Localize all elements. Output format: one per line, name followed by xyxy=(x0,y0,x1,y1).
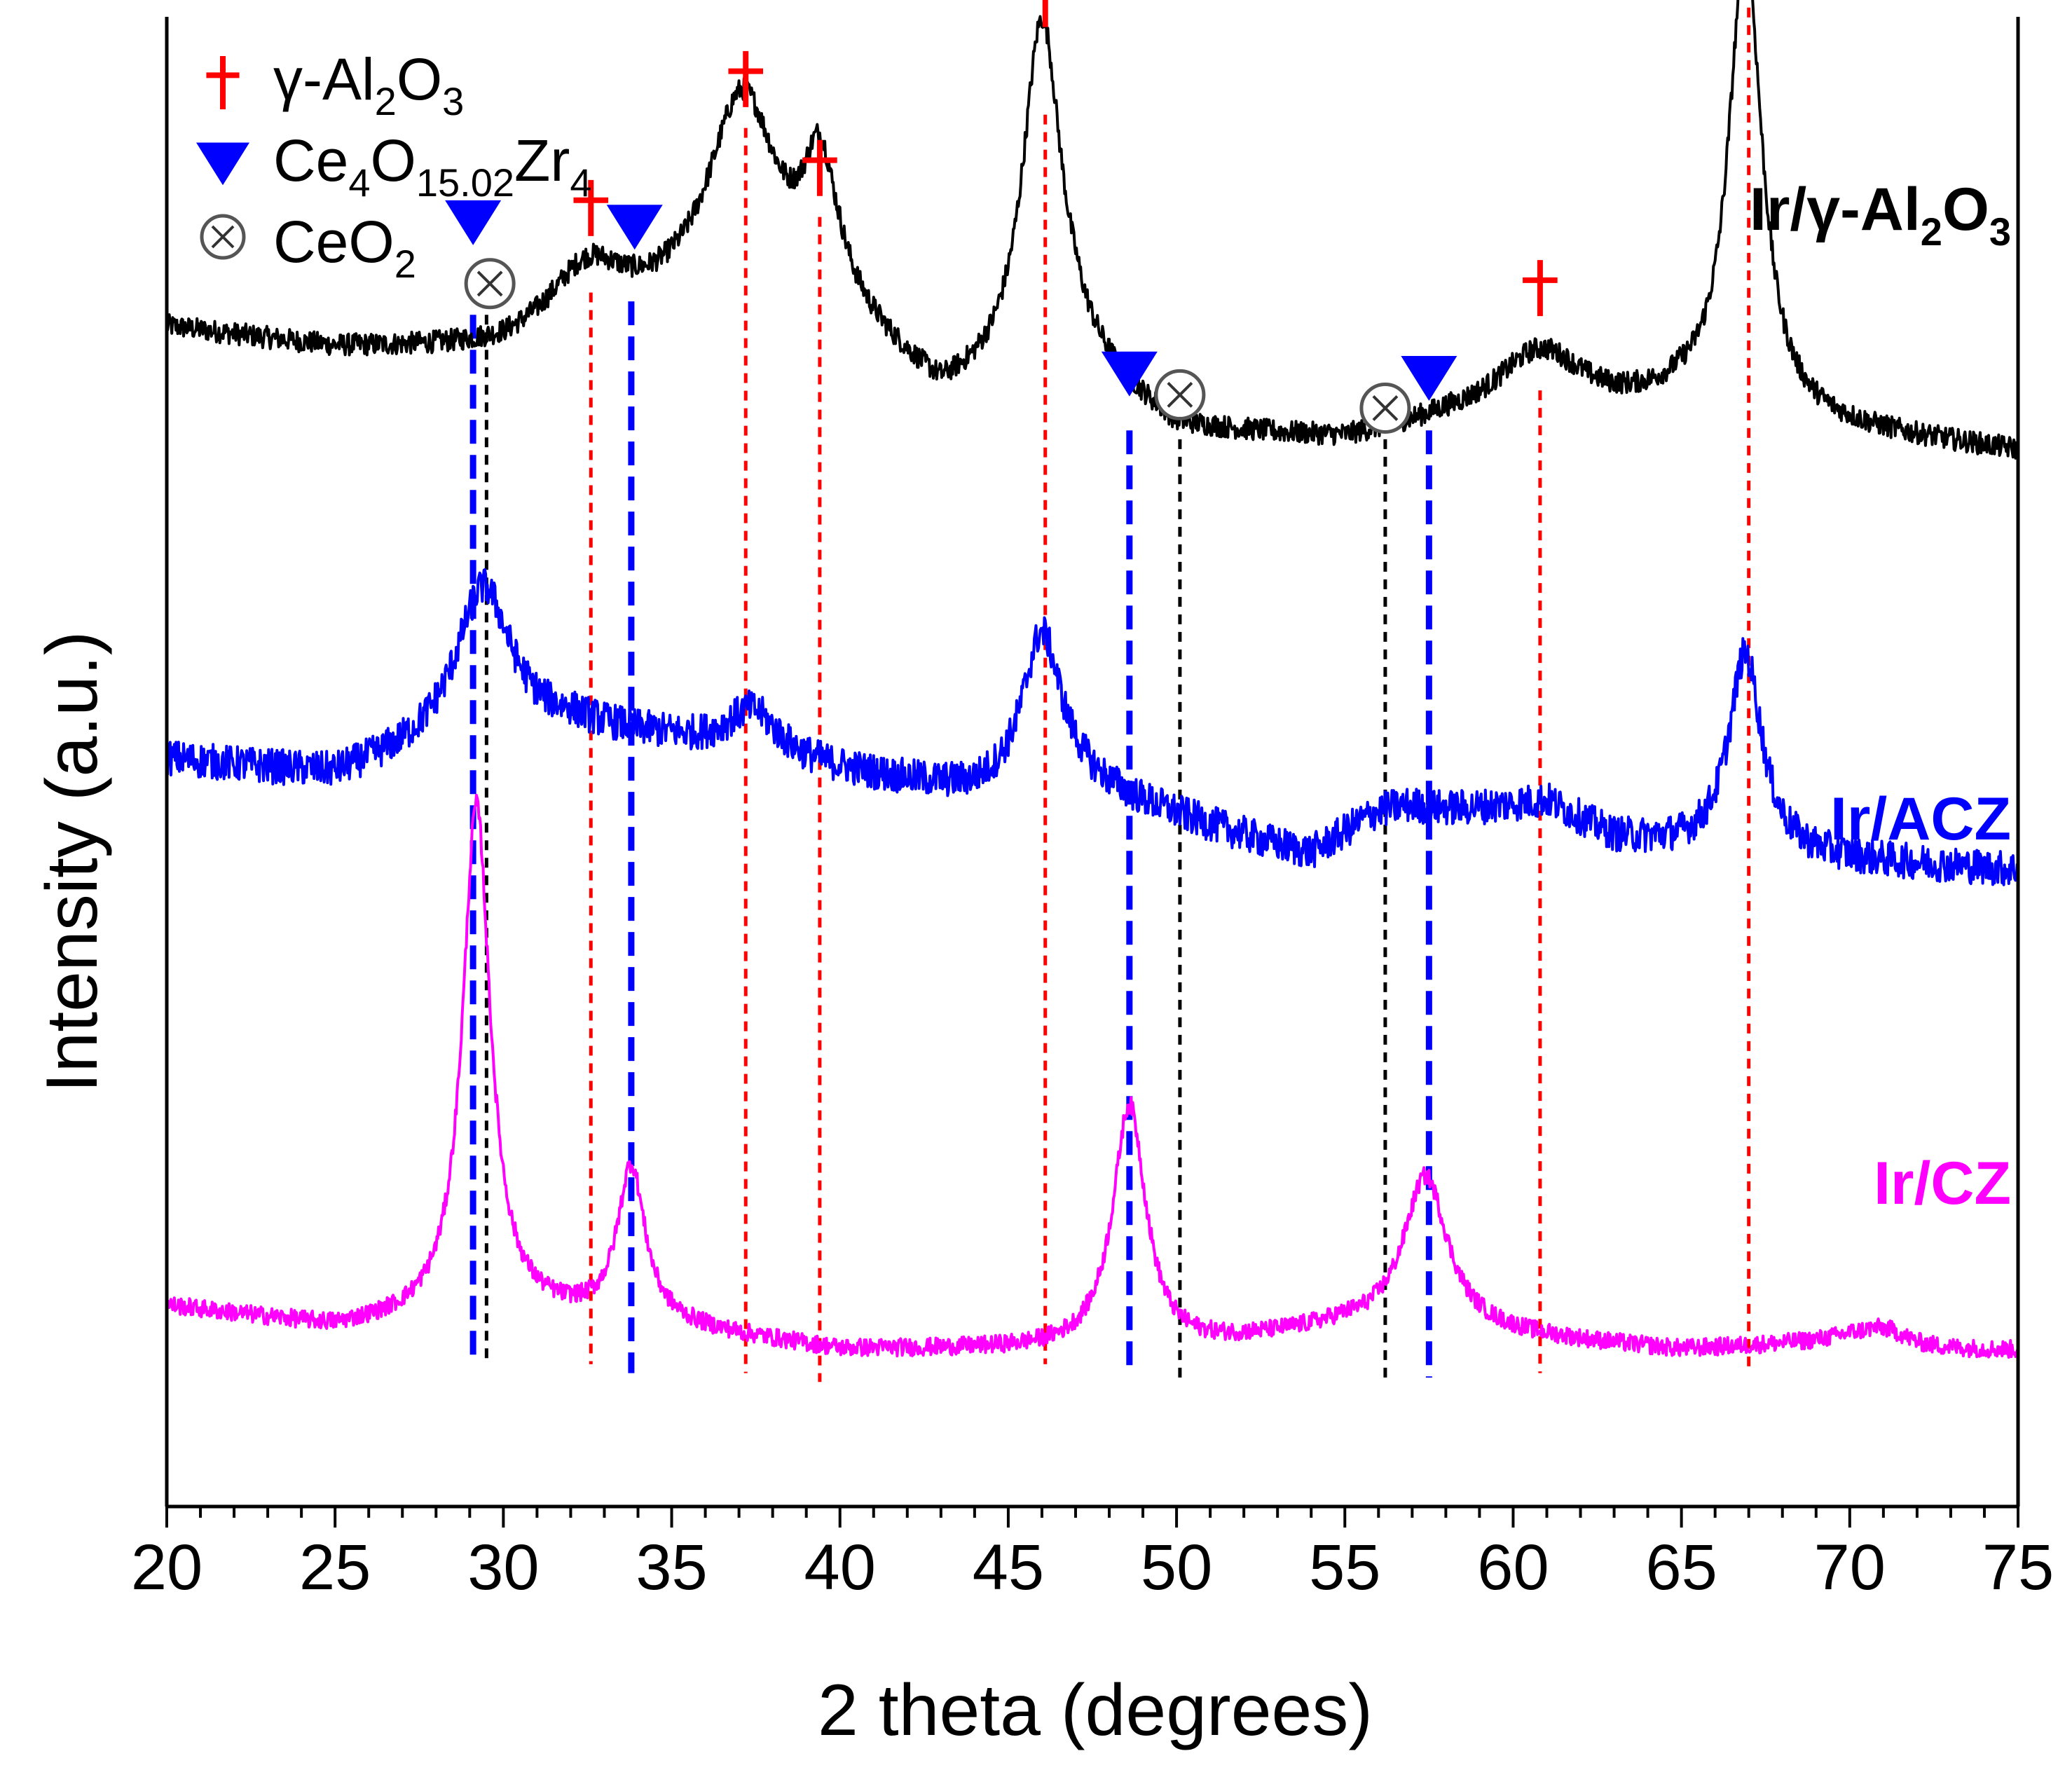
xrd-chart: 20 25 30 35 40 45 50 55 60 65 70 75 2 theta (degree… xyxy=(0,0,2072,1777)
x-tick-label: 40 xyxy=(804,1532,876,1603)
y-axis-title: Intensity (a.u.) xyxy=(32,631,113,1093)
x-tick-label: 20 xyxy=(131,1532,203,1603)
x-tick-label: 45 xyxy=(973,1532,1044,1603)
series-label-1: Ir/ACZ xyxy=(1830,785,2011,853)
x-tick-label: 55 xyxy=(1309,1532,1380,1603)
x-tick-label: 65 xyxy=(1645,1532,1717,1603)
legend-circled-x-icon xyxy=(202,216,244,258)
series-label-0: Ir/γ-Al2O3 xyxy=(1750,176,2011,254)
x-tick-label: 35 xyxy=(636,1532,707,1603)
x-tick-label: 60 xyxy=(1477,1532,1549,1603)
x-axis-title: 2 theta (degrees) xyxy=(818,1670,1373,1751)
circled-x-marker-1 xyxy=(466,260,514,308)
series-label-2: Ir/CZ xyxy=(1874,1150,2011,1217)
x-tick-label: 50 xyxy=(1141,1532,1212,1603)
x-tick-label: 30 xyxy=(467,1532,539,1603)
legend-label-0: γ-Al2O3 xyxy=(273,46,464,123)
circled-x-marker-8 xyxy=(1156,371,1204,418)
x-tick-label: 75 xyxy=(1982,1532,2054,1603)
circled-x-marker-9 xyxy=(1361,384,1409,432)
x-tick-label: 70 xyxy=(1814,1532,1886,1603)
x-tick-label: 25 xyxy=(299,1532,371,1603)
